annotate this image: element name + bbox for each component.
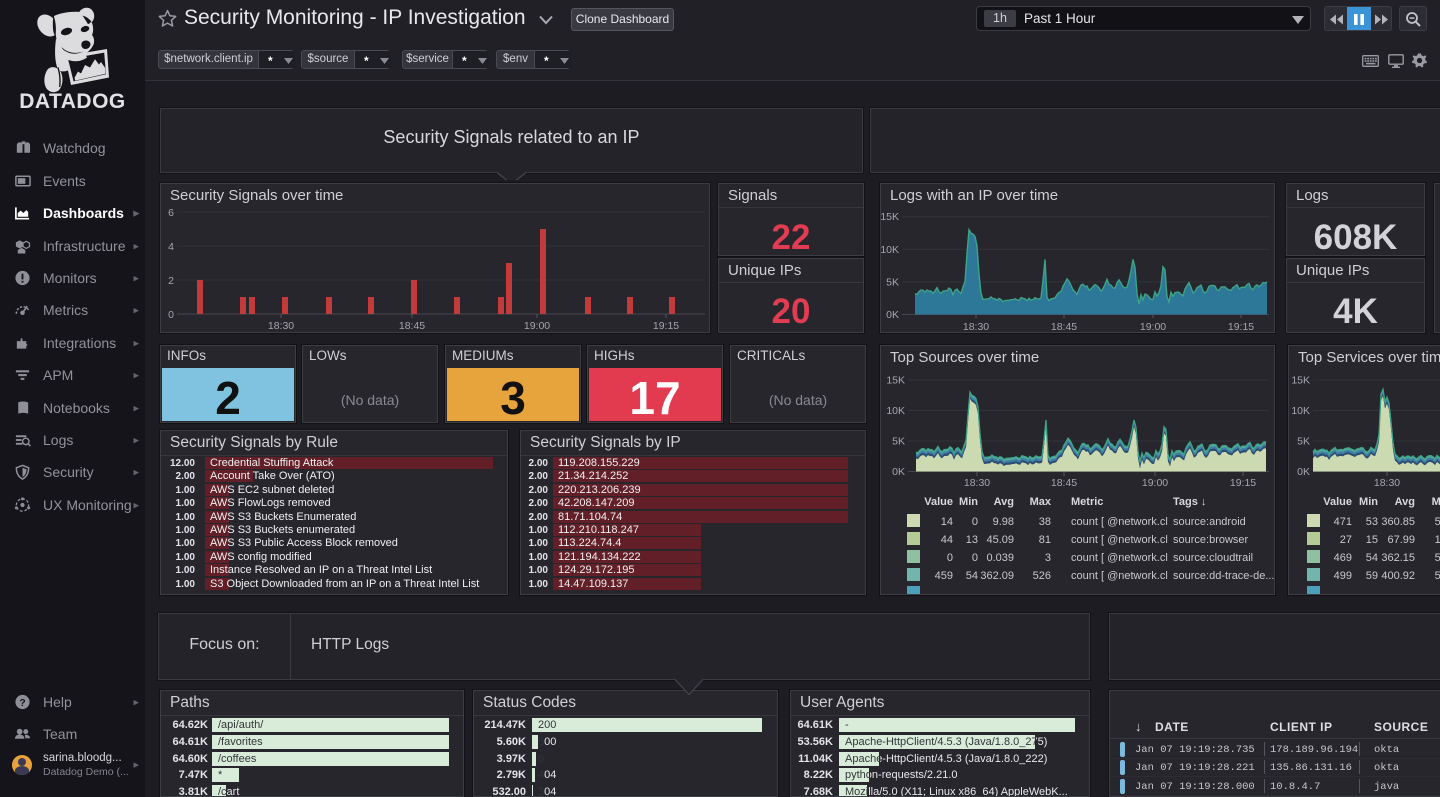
svg-text:2: 2 [168,275,174,287]
svg-text:0K: 0K [1297,466,1310,478]
svg-text:0K: 0K [892,466,905,478]
svg-text:19:15: 19:15 [653,320,679,332]
svg-text:15K: 15K [881,211,899,223]
svg-text:10K: 10K [881,244,899,256]
svg-text:18:45: 18:45 [1051,477,1077,489]
svg-text:19:00: 19:00 [1142,477,1168,489]
svg-text:15K: 15K [886,375,905,387]
svg-text:?: ? [19,698,25,709]
svg-text:18:30: 18:30 [1374,477,1400,489]
svg-text:18:45: 18:45 [399,320,425,332]
svg-text:6: 6 [168,207,174,219]
svg-text:15K: 15K [1291,375,1310,387]
svg-text:18:30: 18:30 [964,477,990,489]
svg-text:19:00: 19:00 [1140,321,1166,332]
svg-text:18:30: 18:30 [963,321,989,332]
svg-text:10K: 10K [1291,405,1310,417]
svg-text:0: 0 [168,309,174,321]
svg-text:4: 4 [168,241,174,253]
svg-text:5K: 5K [1297,436,1310,448]
svg-text:19:15: 19:15 [1230,477,1256,489]
svg-text:5K: 5K [892,436,905,448]
svg-text:0K: 0K [886,309,899,321]
svg-text:19:00: 19:00 [524,320,550,332]
svg-text:19:15: 19:15 [1228,321,1254,332]
svg-text:18:30: 18:30 [268,320,294,332]
svg-text:5K: 5K [886,276,899,288]
svg-text:10K: 10K [886,405,905,417]
svg-text:18:45: 18:45 [1051,321,1077,332]
